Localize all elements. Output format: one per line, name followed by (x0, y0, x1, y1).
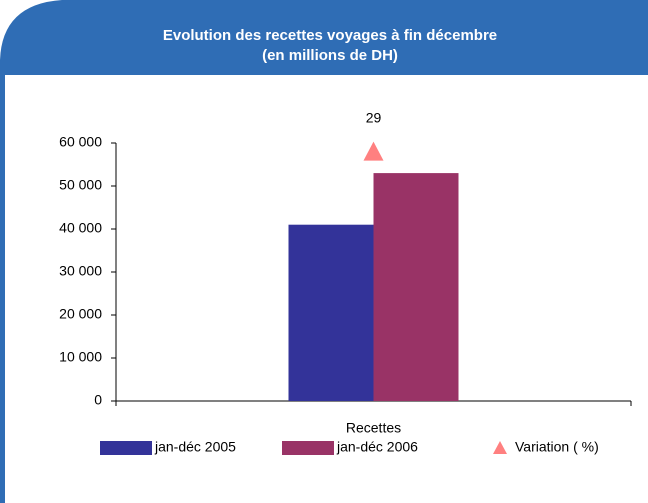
legend-swatch (282, 441, 334, 455)
chart-title: Evolution des recettes voyages à fin déc… (163, 27, 497, 44)
bar (288, 224, 374, 401)
bar (373, 173, 459, 401)
legend-label: jan-déc 2005 (154, 439, 236, 455)
y-tick-label: 20 000 (59, 306, 102, 322)
y-tick-label: 10 000 (59, 349, 102, 365)
y-tick-label: 60 000 (59, 134, 102, 150)
y-tick-label: 0 (94, 392, 102, 408)
legend-swatch (100, 441, 152, 455)
chart-subtitle: (en millions de DH) (262, 47, 398, 64)
data-label: 29 (366, 109, 382, 125)
y-tick-label: 50 000 (59, 177, 102, 193)
legend-label: Variation ( %) (515, 439, 599, 455)
legend-label: jan-déc 2006 (336, 439, 418, 455)
y-tick-label: 40 000 (59, 220, 102, 236)
legend-marker (493, 441, 507, 454)
marker (363, 141, 384, 161)
x-tick-label: Recettes (346, 420, 401, 436)
y-tick-label: 30 000 (59, 263, 102, 279)
